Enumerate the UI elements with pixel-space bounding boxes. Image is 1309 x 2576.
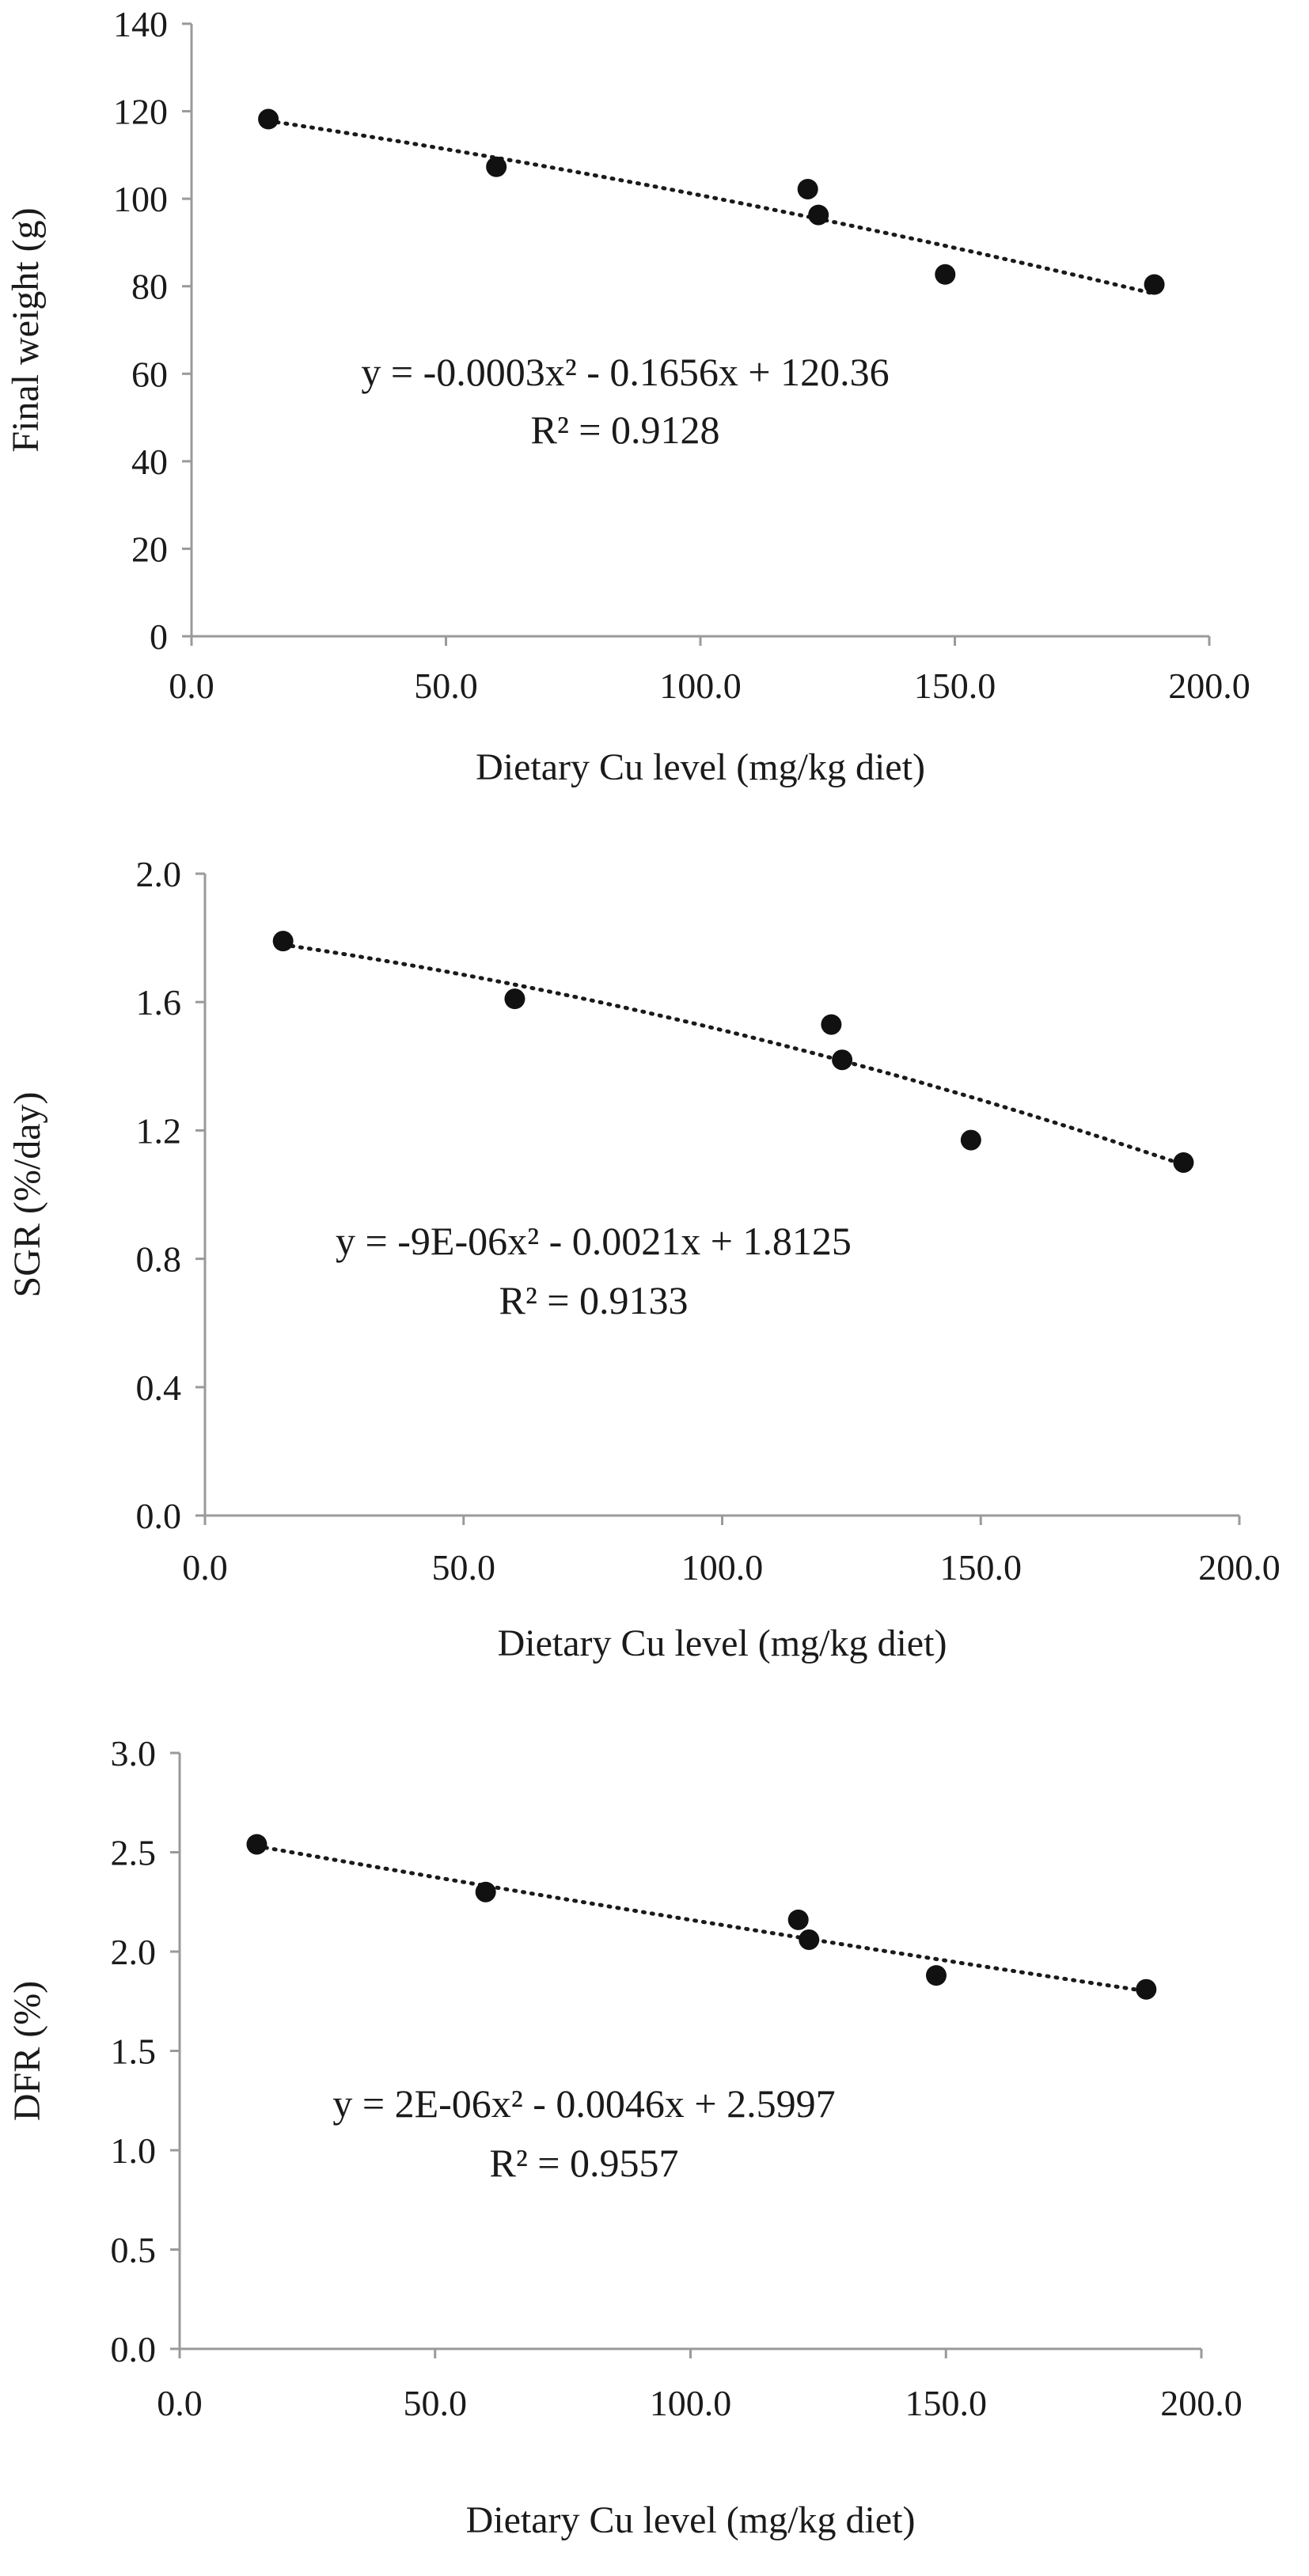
y-tick-label: 2.0	[111, 1932, 157, 1972]
y-axis-title: DFR (%)	[6, 1981, 48, 2121]
x-tick-label: 150.0	[914, 666, 996, 706]
y-tick-label: 1.5	[111, 2032, 157, 2072]
y-tick-label: 2.5	[111, 1833, 157, 1873]
x-tick-label: 150.0	[905, 2383, 988, 2423]
x-tick-label: 0.0	[157, 2383, 203, 2423]
data-point	[486, 156, 507, 177]
data-point	[272, 931, 294, 952]
chart-panel-2: 0.0 0.4 0.8 1.2 1.6 2.0 0.0 50.0 100.0 150.0 200.0…	[6, 854, 1281, 1664]
x-tick-label: 100.0	[681, 1547, 764, 1588]
y-tick-label: 0.0	[111, 2329, 157, 2369]
y-tick-label: 100	[113, 179, 168, 219]
y-axis-title: SGR (%/day)	[6, 1092, 48, 1298]
trendline-equation: y = -0.0003x² - 0.1656x + 120.36	[361, 350, 889, 394]
y-tick-label: 140	[113, 4, 168, 44]
data-point	[1136, 1978, 1157, 2000]
trendline-equation: y = -9E-06x² - 0.0021x + 1.8125	[336, 1219, 852, 1263]
trendline	[255, 1844, 1148, 1994]
data-point	[1173, 1151, 1194, 1173]
x-tick-label: 50.0	[404, 2383, 468, 2423]
y-tick-label: 2.0	[136, 854, 182, 894]
trendline	[266, 119, 1157, 296]
chart-panel-3: 0.0 0.5 1.0 1.5 2.0 2.5 3.0 0.0 50.0 100.0 150.0 20…	[6, 1733, 1243, 2541]
data-point	[799, 1929, 820, 1950]
charts-group: 0 20 40 60 80 100 120 140 0.0 50.0 100.0 150.0 200.0…	[5, 4, 1281, 2541]
x-tick-label: 50.0	[432, 1547, 496, 1588]
data-point	[787, 1909, 809, 1930]
data-point	[475, 1881, 496, 1903]
y-tick-label: 60	[131, 354, 168, 394]
x-tick-label: 100.0	[659, 666, 742, 706]
y-tick-label: 0.4	[136, 1368, 182, 1408]
chart-panel-1: 0 20 40 60 80 100 120 140 0.0 50.0 100.0 150.0 200.0…	[5, 4, 1250, 788]
x-axis-title: Dietary Cu level (mg/kg diet)	[498, 1622, 947, 1664]
x-axis-title: Dietary Cu level (mg/kg diet)	[476, 746, 925, 788]
data-point	[960, 1129, 981, 1151]
data-point	[504, 988, 525, 1010]
data-point	[808, 204, 829, 226]
data-point	[935, 264, 956, 285]
y-tick-label: 80	[131, 267, 168, 307]
y-tick-label: 3.0	[111, 1733, 157, 1774]
x-tick-label: 200.0	[1168, 666, 1250, 706]
y-tick-label: 0.0	[136, 1496, 182, 1536]
data-point	[821, 1014, 842, 1035]
x-tick-label: 0.0	[169, 666, 214, 706]
trendline-equation: y = 2E-06x² - 0.0046x + 2.5997	[332, 2081, 835, 2126]
data-point	[246, 1834, 267, 1855]
y-tick-label: 0.8	[136, 1239, 182, 1280]
x-tick-label: 50.0	[414, 666, 478, 706]
y-tick-label: 0	[150, 616, 168, 657]
y-tick-label: 1.6	[136, 982, 182, 1022]
x-tick-label: 200.0	[1160, 2383, 1243, 2423]
x-tick-label: 100.0	[650, 2383, 732, 2423]
r-squared-label: R² = 0.9133	[499, 1278, 688, 1322]
x-tick-label: 150.0	[940, 1547, 1023, 1588]
data-point	[925, 1965, 947, 1986]
data-point	[1144, 274, 1165, 295]
x-axis-title: Dietary Cu level (mg/kg diet)	[466, 2499, 916, 2541]
y-tick-label: 40	[131, 442, 168, 482]
y-tick-label: 0.5	[111, 2230, 157, 2271]
x-tick-label: 0.0	[182, 1547, 228, 1588]
y-tick-label: 1.2	[136, 1110, 182, 1151]
y-tick-label: 20	[131, 529, 168, 569]
r-squared-label: R² = 0.9557	[489, 2141, 678, 2185]
y-tick-label: 120	[113, 92, 168, 132]
x-tick-label: 200.0	[1198, 1547, 1281, 1588]
y-tick-label: 1.0	[111, 2130, 157, 2171]
y-axis-title: Final weight (g)	[5, 207, 47, 452]
r-squared-label: R² = 0.9128	[530, 408, 719, 452]
data-point	[797, 178, 818, 199]
data-point	[832, 1049, 853, 1071]
data-point	[258, 108, 279, 130]
trendline	[281, 943, 1186, 1167]
